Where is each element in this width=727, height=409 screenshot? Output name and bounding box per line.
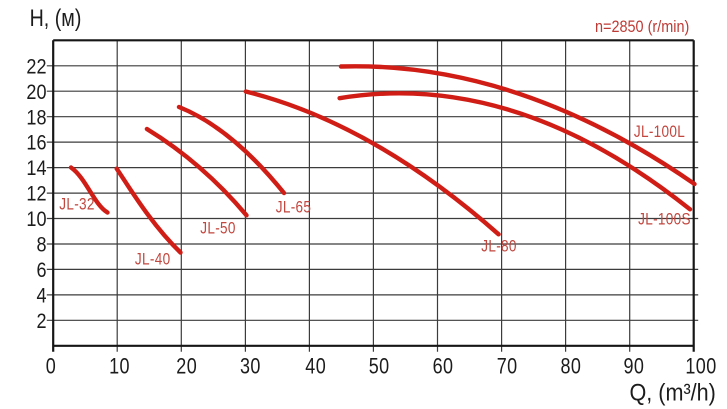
svg-text:2: 2	[36, 309, 46, 333]
svg-text:JL-100L: JL-100L	[634, 123, 685, 142]
svg-text:JL-32: JL-32	[59, 195, 95, 214]
svg-text:18: 18	[26, 106, 46, 130]
svg-text:JL-80: JL-80	[481, 237, 517, 256]
svg-text:4: 4	[36, 284, 46, 308]
svg-text:40: 40	[305, 355, 326, 379]
svg-text:14: 14	[26, 157, 46, 181]
svg-text:100: 100	[685, 355, 716, 379]
svg-text:Q, (m³/h): Q, (m³/h)	[630, 378, 716, 405]
svg-text:16: 16	[26, 131, 46, 155]
svg-text:0: 0	[46, 355, 56, 379]
svg-text:8: 8	[36, 233, 46, 257]
svg-text:6: 6	[36, 259, 46, 283]
svg-text:20: 20	[176, 355, 197, 379]
svg-text:JL-65: JL-65	[276, 198, 312, 217]
svg-text:JL-50: JL-50	[200, 219, 236, 238]
svg-text:80: 80	[560, 355, 581, 379]
svg-text:12: 12	[26, 182, 46, 206]
svg-text:n=2850 (r/min): n=2850 (r/min)	[595, 18, 689, 36]
svg-text:JL-40: JL-40	[135, 250, 171, 269]
svg-text:JL-100S: JL-100S	[638, 210, 691, 229]
svg-text:20: 20	[26, 80, 46, 104]
svg-text:50: 50	[369, 355, 390, 379]
svg-text:H, (м): H, (м)	[30, 4, 82, 31]
svg-text:22: 22	[26, 55, 46, 79]
svg-text:70: 70	[497, 355, 518, 379]
svg-text:60: 60	[433, 355, 454, 379]
svg-text:10: 10	[109, 355, 130, 379]
svg-text:10: 10	[26, 208, 46, 232]
svg-text:90: 90	[623, 355, 644, 379]
svg-text:30: 30	[240, 355, 261, 379]
